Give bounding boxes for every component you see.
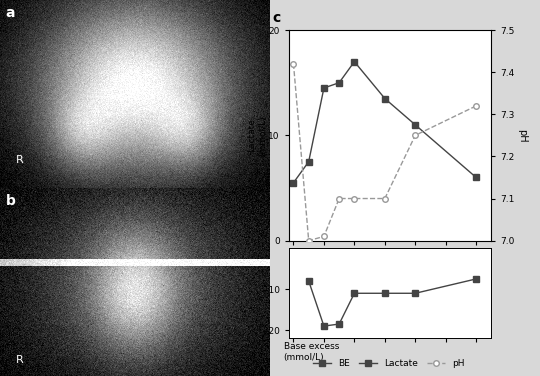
- Text: a: a: [5, 6, 15, 20]
- Text: R: R: [16, 155, 24, 165]
- Y-axis label: Lactate
(mmol/L): Lactate (mmol/L): [247, 115, 267, 156]
- Y-axis label: pH: pH: [517, 129, 528, 142]
- X-axis label: time after admission (hours): time after admission (hours): [326, 261, 455, 270]
- Text: Base excess
(mmol/L): Base excess (mmol/L): [284, 342, 339, 362]
- Text: c: c: [273, 11, 281, 25]
- Text: b: b: [5, 194, 15, 208]
- Legend: BE, Lactate, pH: BE, Lactate, pH: [309, 355, 468, 371]
- Text: R: R: [16, 355, 24, 365]
